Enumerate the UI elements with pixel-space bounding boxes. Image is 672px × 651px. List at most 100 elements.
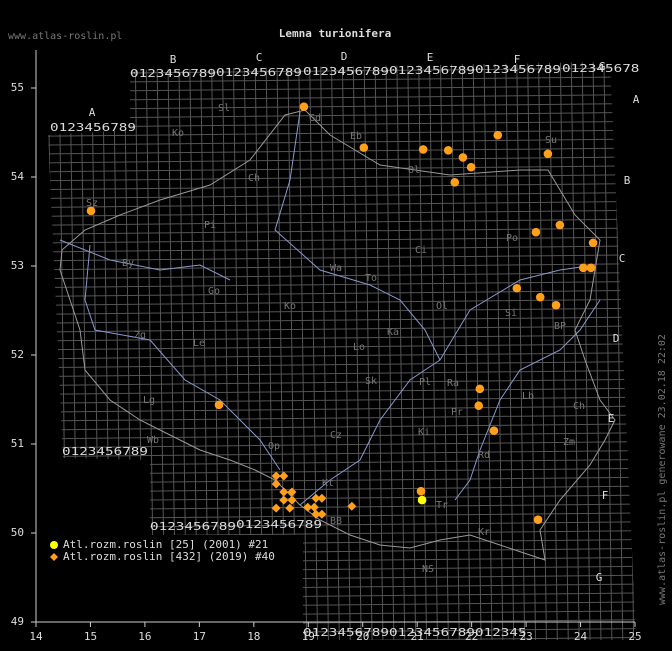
region-label: Ch	[573, 401, 585, 412]
grid-line	[48, 156, 636, 164]
region-label: Lg	[143, 395, 155, 406]
point	[466, 162, 476, 172]
point	[543, 149, 553, 159]
point	[287, 495, 297, 505]
region-label: Po	[506, 233, 518, 244]
point	[458, 153, 468, 162]
region-label: Go	[208, 286, 220, 297]
point	[303, 502, 313, 512]
grid-line	[320, 62, 329, 640]
grid-line	[439, 62, 449, 640]
region-label: Ch	[248, 173, 260, 184]
grid-letter: B	[624, 174, 631, 187]
x-tick-label: 20	[356, 630, 369, 643]
grid-line	[48, 494, 636, 502]
point	[287, 487, 297, 497]
region-label: Rd	[478, 450, 490, 461]
grid-line	[48, 619, 636, 627]
river	[439, 264, 596, 361]
grid-line	[48, 503, 636, 511]
grid-digits: 0123456789	[303, 626, 389, 639]
region-label: Ol	[436, 301, 448, 312]
point	[317, 493, 327, 503]
grid-line	[625, 62, 635, 640]
grid-line	[48, 583, 636, 591]
grid-line	[516, 62, 526, 640]
region-label: Lb	[522, 391, 534, 402]
grid-line	[505, 62, 515, 640]
river	[59, 239, 231, 281]
grid-line	[48, 103, 636, 110]
x-tick-label: 25	[628, 630, 641, 643]
grid-line	[374, 62, 384, 640]
point	[533, 515, 543, 524]
grid-letter: F	[514, 53, 521, 66]
grid-digits: 0123456789	[150, 520, 236, 533]
grid-digits: 0123456789	[130, 67, 216, 80]
point	[279, 495, 289, 505]
region-label: Ci	[415, 245, 427, 256]
y-tick-label: 49	[11, 615, 24, 628]
grid-line	[48, 378, 636, 386]
point	[279, 487, 289, 497]
region-label: Ka	[387, 327, 399, 338]
grid-letter: G	[596, 571, 603, 584]
point	[86, 206, 96, 216]
grid-digits: 0123456789	[216, 66, 302, 79]
y-tick-label: 51	[11, 437, 24, 450]
grid-line	[581, 62, 591, 640]
grid-letter: D	[341, 50, 348, 63]
grid-line	[429, 62, 438, 640]
point	[418, 145, 428, 154]
y-tick-label: 54	[11, 170, 25, 183]
grid-line	[48, 325, 636, 333]
grid-line	[298, 62, 308, 640]
region-label: Ra	[447, 378, 459, 389]
grid-line	[396, 62, 406, 640]
grid-digits: 0123456789	[50, 121, 136, 134]
grid-line	[48, 574, 636, 582]
grid-line	[592, 62, 602, 640]
grid-line	[352, 62, 362, 640]
point	[299, 102, 309, 111]
region-label: Op	[268, 441, 280, 452]
grid-line	[48, 343, 636, 351]
point	[359, 143, 369, 152]
grid-letter: D	[613, 332, 620, 345]
grid-line	[48, 254, 636, 262]
x-tick-label: 14	[29, 630, 43, 643]
grid-line	[276, 62, 286, 640]
grid-line	[48, 423, 636, 431]
grid-line	[48, 209, 636, 217]
point	[279, 471, 289, 481]
point	[493, 130, 503, 140]
grid-line	[48, 610, 636, 618]
region-label: Pr	[451, 407, 463, 418]
grid-line	[48, 316, 636, 324]
grid-line	[48, 601, 636, 609]
region-label: Sl	[218, 103, 230, 114]
grid-line	[48, 476, 636, 484]
grid-line	[48, 405, 636, 413]
grid-line	[48, 111, 636, 119]
grid-digits: 0123456789	[389, 64, 475, 77]
region-label: Wa	[330, 263, 342, 274]
region-label: Zm	[563, 437, 575, 448]
grid-line	[309, 62, 319, 640]
grid-line	[48, 334, 636, 342]
grid-digits: 012345	[475, 626, 527, 639]
point	[474, 401, 484, 411]
point	[285, 503, 295, 513]
y-tick-label: 53	[11, 259, 24, 272]
point	[535, 292, 545, 302]
grid-line	[48, 200, 636, 208]
grid-line	[48, 165, 636, 173]
region-label: Kr	[478, 527, 490, 538]
region-label: Le	[193, 338, 205, 349]
grid-line	[48, 387, 636, 395]
grid-line	[48, 298, 636, 306]
point	[531, 227, 541, 237]
point	[309, 502, 319, 512]
title: Lemna turionifera	[279, 27, 392, 40]
grid-line	[48, 94, 636, 102]
